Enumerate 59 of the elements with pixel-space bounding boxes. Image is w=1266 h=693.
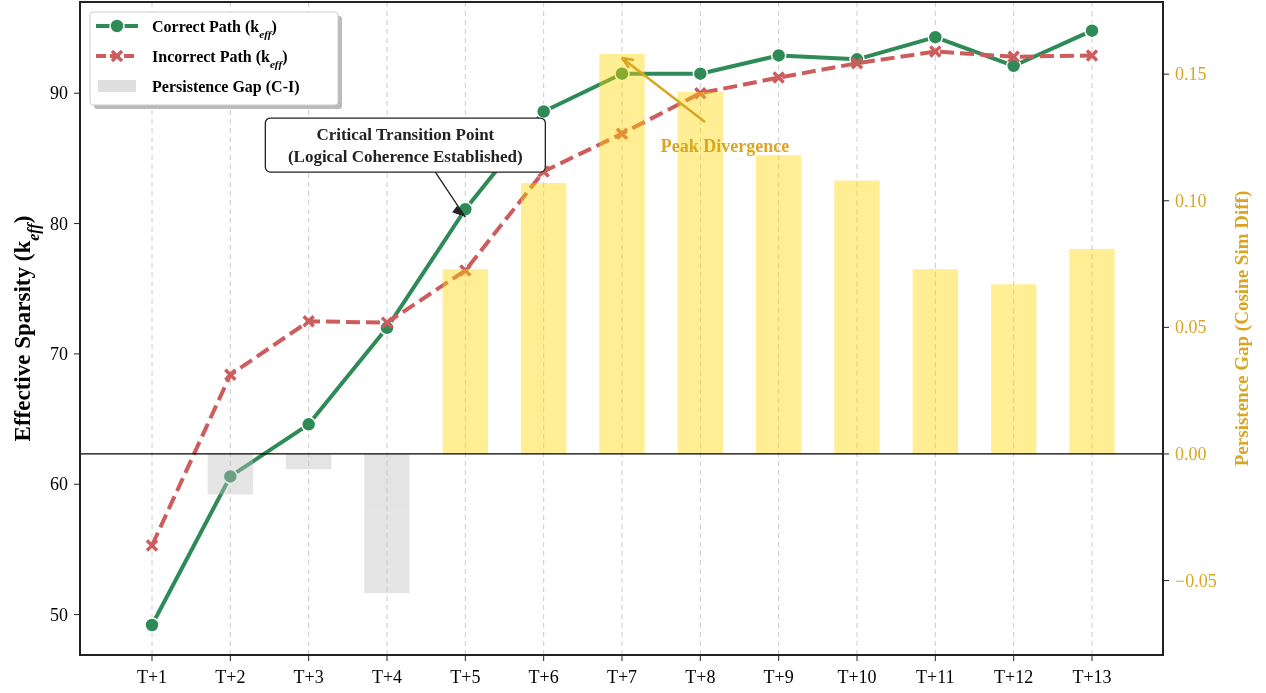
y-tick-label: 70 <box>50 343 68 364</box>
x-tick-label: T+5 <box>450 667 481 687</box>
point <box>614 65 630 82</box>
point <box>380 315 394 330</box>
x-tick-label: T+4 <box>371 667 403 687</box>
point <box>1085 48 1099 63</box>
bar <box>599 53 645 454</box>
point <box>692 65 709 82</box>
y2-tick-label: 0.15 <box>1175 64 1207 85</box>
bar <box>285 453 332 470</box>
x-tick-label: T+11 <box>916 667 955 687</box>
annotation: Critical Transition Point (Logical Coherence Established) <box>287 125 523 167</box>
point <box>770 47 787 64</box>
x-tick-label: T+3 <box>293 667 324 687</box>
point <box>458 263 473 278</box>
bar <box>207 453 254 495</box>
legend-label: Persistence Gap (C-I) <box>152 78 300 96</box>
y2-tick-label: −0.05 <box>1175 570 1217 591</box>
point <box>300 416 317 433</box>
bar <box>1069 248 1115 454</box>
point <box>301 314 316 329</box>
bar <box>912 269 959 454</box>
y-tick-label: 80 <box>50 213 68 234</box>
x-tick-label: T+12 <box>994 667 1034 687</box>
point <box>1006 49 1021 64</box>
x-tick-label: T+7 <box>606 667 638 687</box>
legend-label: Correct Path (k$_{eff}$) <box>152 18 277 40</box>
bar <box>364 453 410 594</box>
bar <box>990 284 1037 454</box>
point <box>535 103 552 120</box>
point <box>144 617 160 633</box>
y-tick-label: 50 <box>50 604 68 625</box>
point <box>850 56 864 71</box>
point <box>145 538 159 553</box>
point <box>1084 22 1100 39</box>
bar <box>442 269 489 454</box>
x-tick-label: T+8 <box>685 667 716 687</box>
x-tick-label: T+2 <box>215 667 246 687</box>
y2-tick-label: 0.10 <box>1175 190 1207 211</box>
point <box>615 126 629 141</box>
bar <box>755 155 802 454</box>
point <box>928 44 943 59</box>
y-tick-label: 60 <box>50 474 68 495</box>
x-tick-label: T+10 <box>837 667 877 687</box>
x-tick-label: T+1 <box>136 667 168 687</box>
y2-tick-label: 0.05 <box>1175 317 1207 338</box>
bar <box>834 180 880 454</box>
point <box>223 368 238 382</box>
y2-tick-label: 0.00 <box>1175 443 1207 464</box>
x-tick-label: T+6 <box>528 667 559 687</box>
bar <box>520 183 567 454</box>
y2-axis-title: Persistence Gap (Cosine Sim Diff) <box>1231 190 1253 467</box>
x-tick-label: T+13 <box>1072 667 1112 687</box>
point <box>927 29 944 45</box>
y-tick-label: 90 <box>50 83 68 104</box>
x-tick-label: T+9 <box>763 667 794 687</box>
point <box>693 86 708 100</box>
legend-label: Incorrect Path (k$_{eff}$) <box>152 48 288 70</box>
point <box>771 70 786 85</box>
